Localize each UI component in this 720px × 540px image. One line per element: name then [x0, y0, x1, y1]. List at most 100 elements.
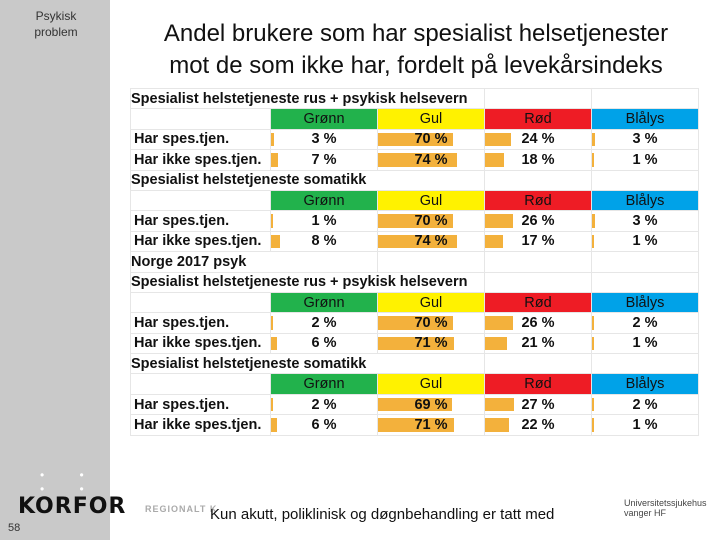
header-green: Grønn: [270, 108, 378, 130]
header-red: Rød: [484, 189, 592, 212]
data-bar: [485, 234, 504, 249]
footer-note: Kun akutt, poliklinisk og døgnbehandling…: [210, 506, 555, 523]
side-label-line1: Psykisk: [35, 9, 77, 23]
data-table-wrapper: Spesialist helstetjeneste rus + psykisk …: [130, 87, 699, 436]
empty-cell: [484, 353, 592, 375]
value-cell-yellow: 70 %: [377, 210, 485, 232]
value-text: 70 %: [414, 314, 448, 331]
value-text: 2 %: [311, 396, 337, 413]
table-row: Har spes.tjen. 2 % 70 % 26 % 2 %: [130, 312, 699, 334]
data-bar: [592, 153, 594, 167]
data-bar: [378, 397, 452, 412]
value-text: 1 %: [632, 233, 658, 250]
value-cell-blue: 3 %: [591, 210, 699, 232]
data-bar: [378, 153, 458, 167]
data-bar: [592, 397, 595, 412]
value-cell-green: 6 %: [270, 414, 378, 436]
value-cell-green: 6 %: [270, 332, 378, 355]
title-line2: mot de som ikke har, fordelt på levekårs…: [169, 52, 663, 79]
value-cell-yellow: 74 %: [377, 230, 485, 253]
value-cell-red: 22 %: [484, 414, 592, 436]
value-cell-green: 2 %: [270, 393, 378, 416]
data-bar: [271, 418, 278, 432]
value-text: 7 %: [311, 151, 337, 168]
sidebar: Psykisk problem • • • • KORFOR 58: [0, 0, 125, 540]
value-cell-green: 7 %: [270, 149, 378, 171]
table-row: Har ikke spes.tjen. 6 % 71 % 21 % 1 %: [130, 332, 699, 355]
value-cell-green: 2 %: [270, 312, 378, 334]
data-bar: [485, 397, 514, 412]
row-label: Har ikke spes.tjen.: [130, 149, 271, 171]
header-yellow: Gul: [377, 108, 485, 130]
data-bar: [271, 153, 279, 167]
data-bar: [271, 214, 273, 228]
data-bar: [378, 418, 454, 432]
empty-cell: [591, 353, 699, 375]
title-line1: Andel brukere som har spesialist helsetj…: [163, 20, 669, 47]
value-text: 6 %: [311, 416, 337, 433]
data-bar: [592, 214, 596, 228]
value-text: 71 %: [414, 335, 448, 352]
value-cell-green: 8 %: [270, 230, 378, 253]
hospital-logo-line2: vanger HF: [624, 508, 667, 518]
value-text: 1 %: [632, 335, 658, 352]
header-red: Rød: [484, 291, 592, 314]
value-text: 2 %: [311, 314, 337, 331]
value-text: 26 %: [521, 213, 555, 230]
data-bar: [378, 234, 458, 249]
data-bar: [271, 336, 278, 351]
value-text: 8 %: [311, 233, 337, 250]
value-text: 70 %: [414, 213, 448, 230]
header-row: Grønn Gul Rød Blålys: [130, 373, 699, 395]
data-bar: [271, 316, 274, 330]
row-label: Har spes.tjen.: [130, 312, 271, 334]
value-cell-red: 26 %: [484, 210, 592, 232]
data-bar: [271, 397, 274, 412]
empty-cell: [130, 373, 271, 395]
section-title-row: Spesialist helstetjeneste rus + psykisk …: [130, 271, 699, 293]
value-text: 74 %: [414, 233, 448, 250]
header-blue: Blålys: [591, 291, 699, 314]
table-row: Har spes.tjen. 3 % 70 % 24 % 3 %: [130, 128, 699, 151]
data-bar: [378, 316, 453, 330]
data-table: Spesialist helstetjeneste rus + psykisk …: [130, 87, 699, 436]
empty-cell: [130, 291, 271, 314]
data-bar: [485, 153, 505, 167]
value-text: 3 %: [632, 213, 658, 230]
header-yellow: Gul: [377, 373, 485, 395]
page-title: Andel brukere som har spesialist helsetj…: [112, 18, 720, 82]
empty-cell: [591, 251, 699, 273]
value-cell-yellow: 74 %: [377, 149, 485, 171]
side-label-line2: problem: [34, 25, 78, 39]
row-label: Har spes.tjen.: [130, 128, 271, 151]
data-bar: [271, 132, 275, 147]
value-text: 22 %: [521, 416, 555, 433]
decorative-dots: • • • •: [40, 468, 100, 496]
table-row: Har ikke spes.tjen. 8 % 74 % 17 % 1 %: [130, 230, 699, 253]
value-text: 3 %: [632, 131, 658, 148]
header-green: Grønn: [270, 189, 378, 212]
empty-cell: [591, 271, 699, 293]
data-bar: [592, 418, 594, 432]
row-label: Har ikke spes.tjen.: [130, 230, 271, 253]
empty-cell: [130, 108, 271, 130]
value-cell-red: 26 %: [484, 312, 592, 334]
row-label: Har ikke spes.tjen.: [130, 332, 271, 355]
value-text: 6 %: [311, 335, 337, 352]
value-cell-yellow: 69 %: [377, 393, 485, 416]
value-text: 17 %: [521, 233, 555, 250]
side-label: Psykisk problem: [6, 8, 106, 40]
data-bar: [592, 234, 594, 249]
value-text: 74 %: [414, 151, 448, 168]
value-text: 2 %: [632, 314, 658, 331]
header-row: Grønn Gul Rød Blålys: [130, 291, 699, 314]
empty-cell: [484, 169, 592, 191]
section-pretitle-row: Norge 2017 psyk: [130, 251, 699, 273]
regional-text: REGIONALT K: [145, 504, 218, 514]
section-title-row: Spesialist helstetjeneste somatikk: [130, 353, 699, 375]
data-bar: [378, 336, 454, 351]
table-row: Har ikke spes.tjen. 7 % 74 % 18 % 1 %: [130, 149, 699, 171]
page-number: 58: [8, 522, 21, 534]
value-cell-yellow: 71 %: [377, 332, 485, 355]
value-cell-red: 24 %: [484, 128, 592, 151]
